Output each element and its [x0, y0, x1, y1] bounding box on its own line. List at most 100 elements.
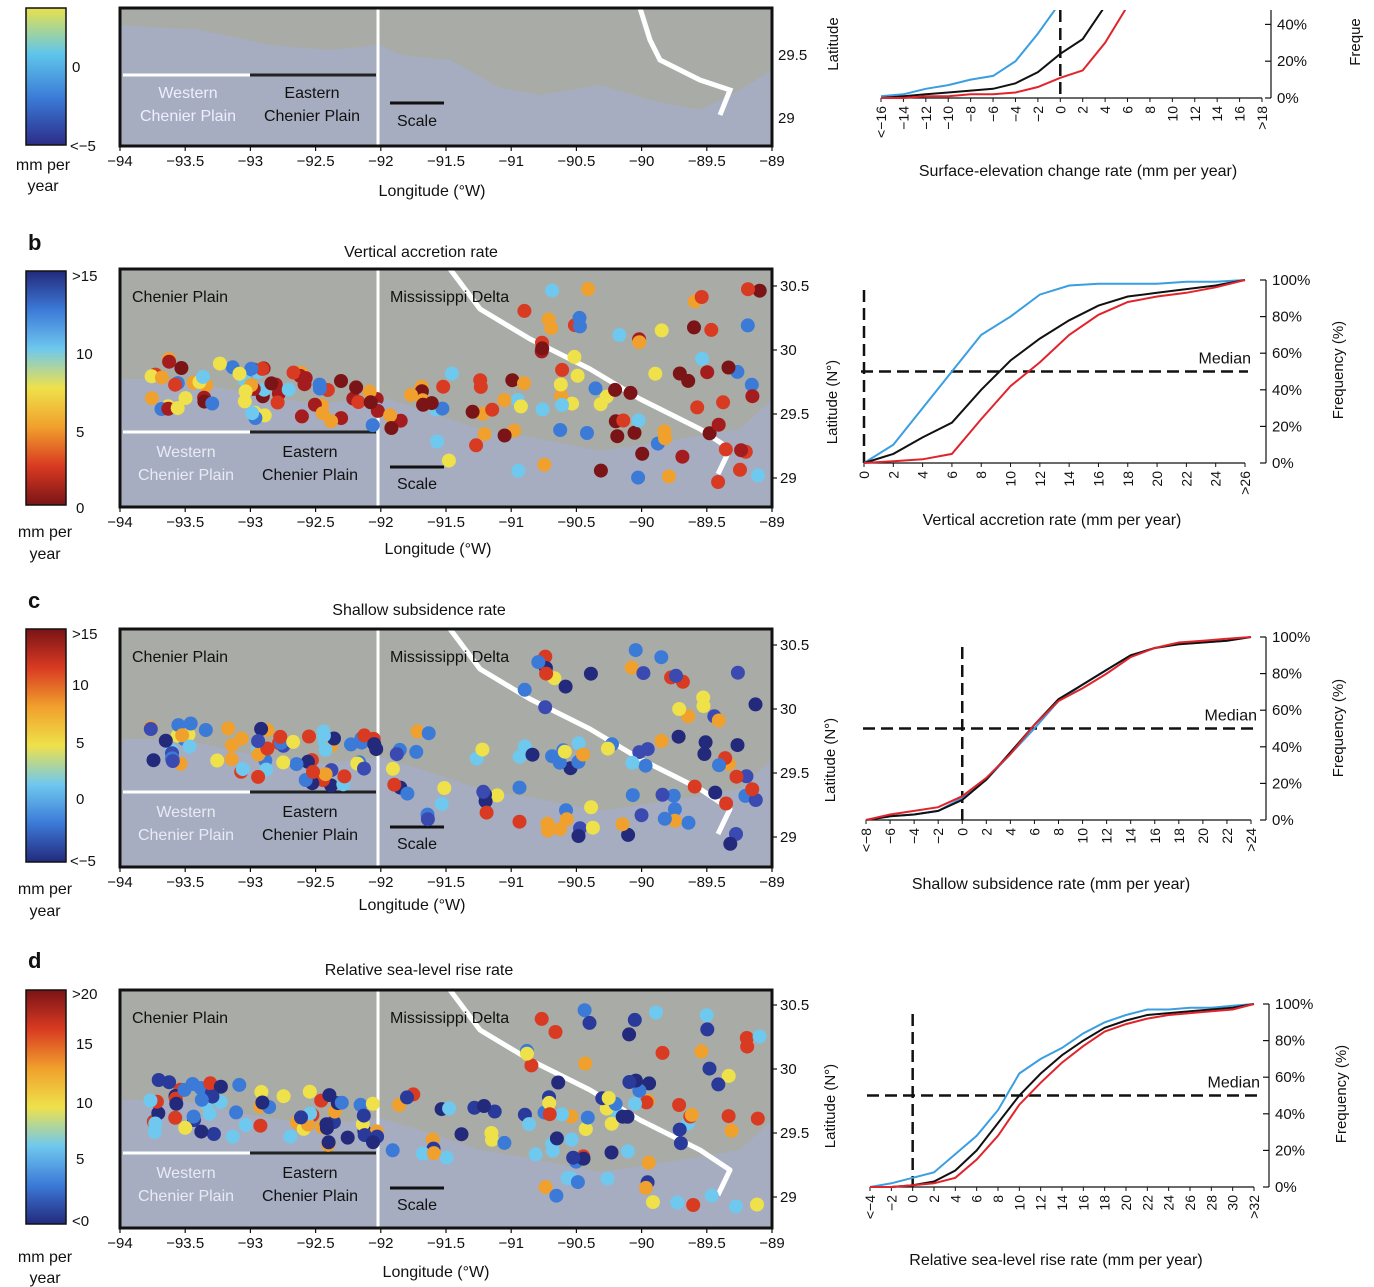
cdf-tick: −6 [985, 106, 1001, 122]
site-dot [254, 1085, 269, 1099]
site-dot [704, 322, 719, 337]
mississippi-delta-label: Mississippi Delta [390, 289, 509, 306]
map: Chenier Plain Mississippi Delta Western Che… [118, 988, 774, 1230]
cdf-tick: −2 [1030, 106, 1046, 122]
freq-tick: 40% [1275, 1106, 1305, 1123]
site-dot [553, 377, 568, 392]
eastern-label: Chenier Plain [262, 467, 358, 484]
cdf-xlabel: Surface-elevation change rate (mm per ye… [919, 163, 1237, 180]
site-dot [687, 779, 702, 794]
lon-tick: −92 [368, 514, 393, 531]
lon-tick: −93 [238, 874, 263, 891]
cdf-tick: −2 [883, 1195, 899, 1211]
site-dot [576, 747, 590, 762]
lat-tick: 30 [780, 1061, 797, 1078]
cdf-tick: −2 [930, 828, 946, 844]
site-dot [623, 385, 638, 400]
frequency-label: Frequency (%) [1330, 679, 1347, 777]
site-dot [673, 1136, 688, 1151]
map: Western Chenier Plain Eastern Chenier Pl… [118, 6, 774, 148]
site-dot [178, 391, 193, 406]
site-dot [657, 811, 672, 826]
lon-tick: −90 [629, 153, 654, 170]
site-dot [721, 1109, 736, 1124]
site-dot [385, 761, 400, 776]
site-dot [553, 822, 568, 837]
site-dot [622, 1027, 637, 1042]
site-dot [205, 396, 220, 411]
lon-tick: −89 [759, 874, 784, 891]
lon-tick: −89 [759, 1235, 784, 1252]
site-dot [366, 1135, 380, 1150]
cdf-tick: 24 [1161, 1195, 1177, 1211]
site-dot [583, 666, 598, 681]
site-dot [578, 1056, 593, 1071]
site-dot [661, 469, 676, 484]
site-dot [675, 449, 690, 464]
site-dot [387, 777, 402, 792]
site-dot [535, 402, 550, 417]
cdf-tick: 4 [915, 471, 931, 479]
site-dot [545, 749, 560, 764]
frequency-label: Frequency (%) [1330, 321, 1347, 419]
site-dot [151, 1073, 166, 1087]
site-dot [264, 376, 279, 391]
cdf-plot: 100%80%60%40%20%0%0 2 4 6 8 10 12 14 16 18 20 22 24 >… [856, 272, 1310, 495]
frequency-label: Frequency (%) [1333, 1045, 1350, 1143]
site-dot [357, 728, 372, 743]
colorbar-gradient [25, 270, 67, 506]
site-dots [143, 1003, 767, 1214]
freq-tick: 0% [1277, 90, 1299, 107]
cdf-tick: −10 [940, 106, 956, 130]
site-dot [436, 379, 451, 394]
cdf-tick: >32 [1246, 1195, 1262, 1219]
site-dot [337, 769, 352, 784]
freq-tick: 60% [1275, 1069, 1305, 1086]
site-dot [571, 736, 586, 751]
lon-tick: −90 [629, 1235, 654, 1252]
site-dot [751, 468, 766, 483]
site-dot [576, 1151, 591, 1166]
freq-tick: 40% [1272, 382, 1302, 399]
colorbar-tick: 10 [76, 1095, 93, 1112]
panel-title: Relative sea-level rise rate [325, 962, 514, 979]
cdf-tick: >18 [1254, 106, 1270, 130]
site-dot [385, 1143, 400, 1158]
lon-tick: −91.5 [427, 153, 465, 170]
site-dot [318, 742, 333, 757]
site-dot [655, 1045, 670, 1060]
site-dot [702, 426, 717, 441]
cold-series-line [880, 10, 1057, 98]
colorbar-unit: year [27, 178, 59, 195]
site-dot [174, 361, 189, 375]
map-axes: −94 −93.5 −93 −92.5 −92 −91.5 −91 −90.5 −90 −89.5… [107, 146, 785, 170]
site-dot [365, 1096, 380, 1111]
lon-tick: −90.5 [557, 1235, 595, 1252]
site-dot [384, 421, 399, 435]
lon-tick: −94 [107, 874, 132, 891]
site-dot [622, 1075, 637, 1089]
western-label: Chenier Plain [138, 467, 234, 484]
cdf-tick: 20 [1149, 471, 1165, 487]
site-dot [306, 764, 320, 779]
site-dot [237, 394, 252, 409]
site-dot [524, 1058, 539, 1073]
site-dot [627, 425, 642, 440]
lon-tick: −92 [368, 1235, 393, 1252]
site-dot [351, 395, 366, 410]
panel-letter: d [28, 948, 41, 973]
site-dot [544, 321, 559, 335]
site-dot [640, 742, 655, 757]
map: Chenier Plain Mississippi Delta Western Che… [118, 627, 774, 869]
site-dot [669, 668, 683, 683]
site-dot [566, 1150, 581, 1165]
cdf-tick: 4 [1002, 828, 1018, 836]
site-dot [625, 755, 640, 770]
site-dot [555, 1107, 570, 1122]
site-dot [251, 769, 266, 784]
colorbar-unit: mm per [18, 1249, 73, 1266]
median-series-line [880, 10, 1104, 99]
site-dot [476, 784, 491, 799]
site-dot [580, 1110, 595, 1125]
site-dot [316, 728, 331, 743]
